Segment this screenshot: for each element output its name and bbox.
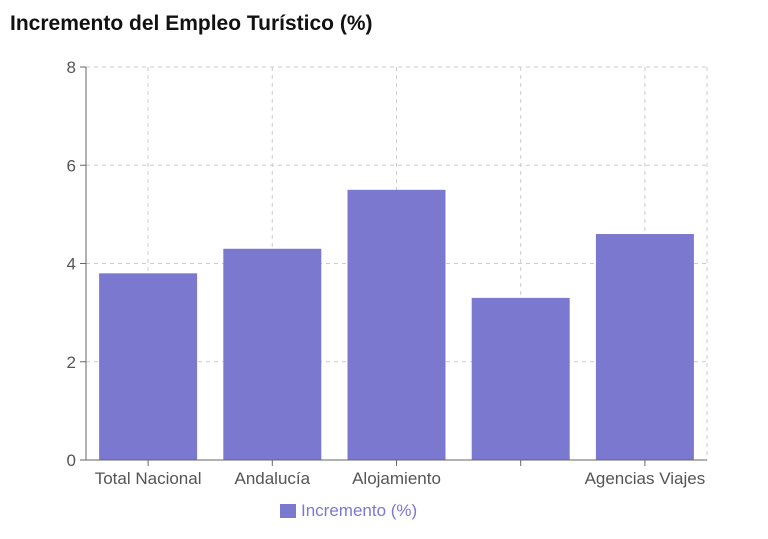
y-tick-label: 0 — [67, 451, 76, 470]
y-tick-label: 8 — [67, 58, 76, 77]
x-tick-label: Alojamiento — [352, 469, 441, 488]
bar — [595, 234, 694, 460]
chart-title: Incremento del Empleo Turístico (%) — [10, 12, 373, 35]
bar — [471, 297, 570, 460]
legend[interactable]: Incremento (%) — [280, 501, 417, 521]
y-tick-label: 6 — [67, 156, 76, 175]
legend-swatch — [280, 504, 296, 518]
x-tick-label: Andalucía — [234, 469, 310, 488]
legend-label: Incremento (%) — [301, 501, 418, 520]
bar — [347, 189, 446, 460]
x-tick-label: Total Nacional — [95, 469, 202, 488]
y-tick-label: 2 — [67, 353, 76, 372]
y-tick-label: 4 — [67, 255, 76, 274]
x-tick-label: Agencias Viajes — [585, 469, 706, 488]
bar — [223, 248, 322, 460]
bar — [99, 273, 198, 460]
